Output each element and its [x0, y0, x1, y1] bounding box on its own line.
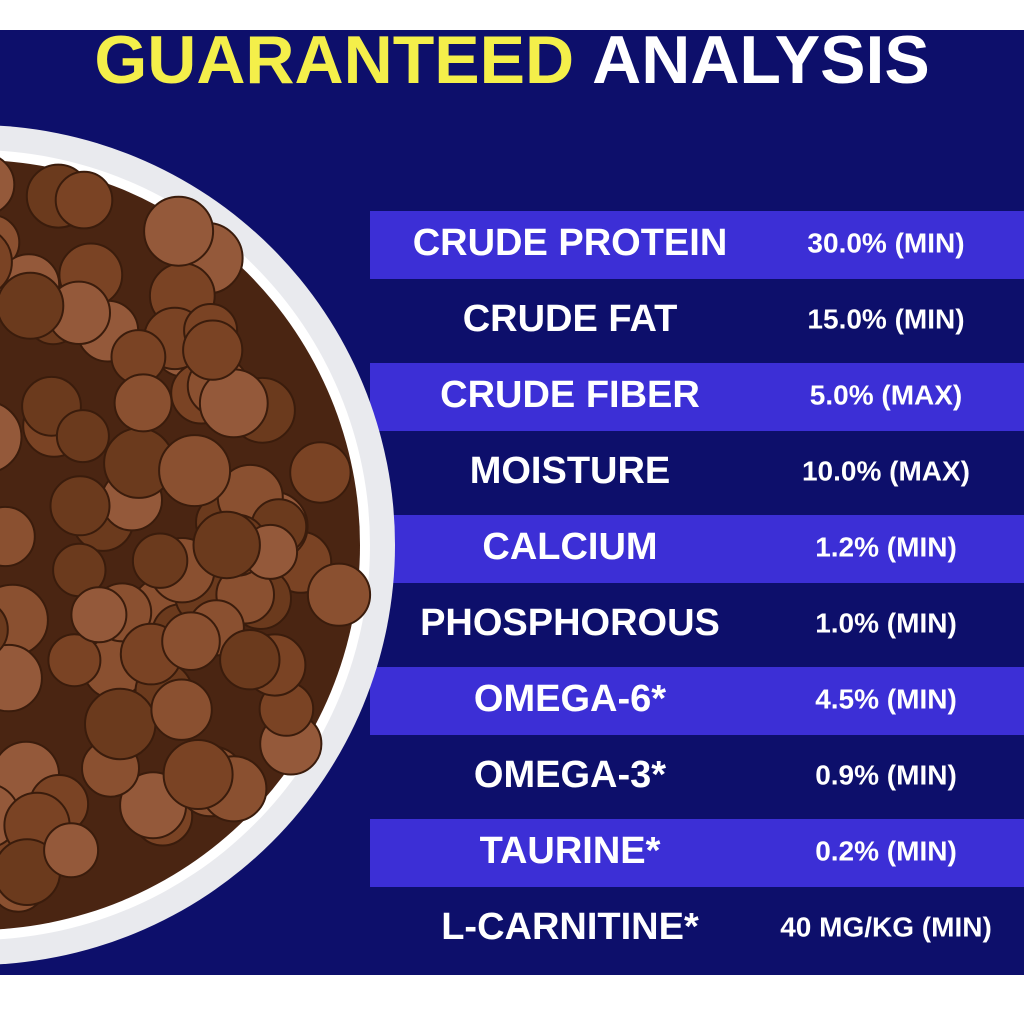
row-band: [370, 819, 1024, 887]
kibble: [0, 157, 372, 913]
kibble-piece: [0, 643, 43, 713]
kibble-piece: [84, 687, 157, 761]
nutrient-name: MOISTURE: [470, 450, 671, 492]
nutrient-value: 1.2% (MIN): [815, 531, 957, 562]
kibble-piece: [0, 271, 65, 340]
nutrient-name: OMEGA-3*: [474, 754, 666, 796]
kibble-piece: [0, 157, 16, 212]
nutrient-name: OMEGA-6*: [474, 678, 666, 720]
nutrient-name: PHOSPHOROUS: [420, 602, 720, 644]
kibble-piece: [43, 822, 100, 879]
nutrient-value: 30.0% (MIN): [807, 227, 964, 258]
kibble-piece: [182, 319, 244, 381]
kibble-piece: [289, 441, 352, 504]
title: GUARANTEED ANALYSIS: [94, 22, 929, 98]
kibble-piece: [143, 195, 215, 267]
nutrient-name: CRUDE FAT: [463, 298, 678, 340]
nutrient-name: L-CARNITINE*: [441, 906, 699, 948]
kibble-piece: [49, 475, 111, 537]
kibble-piece: [131, 532, 189, 589]
row-band: [370, 515, 1024, 583]
kibble-piece: [55, 409, 110, 464]
kibble-piece: [54, 170, 114, 230]
kibble-piece: [70, 586, 128, 644]
kibble-piece: [158, 434, 232, 508]
nutrient-name: CRUDE FIBER: [440, 374, 700, 416]
nutrient-value: 1.0% (MIN): [815, 607, 957, 638]
kibble-piece: [0, 234, 13, 290]
kibble-piece: [219, 629, 281, 691]
kibble-piece: [192, 510, 261, 580]
nutrient-value: 10.0% (MAX): [802, 455, 970, 486]
nutrient-name: TAURINE*: [480, 830, 661, 872]
kibble-piece: [0, 505, 36, 568]
nutrient-value: 0.9% (MIN): [815, 759, 957, 790]
bowl: [0, 125, 395, 965]
kibble-piece: [0, 608, 9, 652]
nutrient-value: 5.0% (MAX): [810, 379, 962, 410]
kibble-piece: [161, 611, 221, 672]
nutrient-value: 0.2% (MIN): [815, 835, 957, 866]
row-band: [370, 211, 1024, 279]
analysis-table: CRUDE PROTEIN 30.0% (MIN) CRUDE FAT 15.0% (…: [413, 222, 992, 948]
kibble-piece: [150, 678, 213, 741]
nutrient-value: 40 MG/KG (MIN): [780, 911, 992, 942]
row-band: [370, 667, 1024, 735]
row-band: [370, 363, 1024, 431]
nutrient-value: 15.0% (MIN): [807, 303, 964, 334]
nutrient-value: 4.5% (MIN): [815, 683, 957, 714]
nutrient-name: CRUDE PROTEIN: [413, 222, 728, 264]
kibble-piece: [47, 633, 102, 688]
kibble-piece: [162, 739, 234, 810]
kibble-piece: [0, 403, 23, 471]
title-rest: ANALYSIS: [592, 22, 930, 98]
kibble-piece: [306, 562, 372, 627]
row-bands: [370, 211, 1024, 887]
nutrient-name: CALCIUM: [482, 526, 657, 568]
title-highlight: GUARANTEED: [94, 22, 574, 98]
kibble-piece: [113, 373, 173, 433]
